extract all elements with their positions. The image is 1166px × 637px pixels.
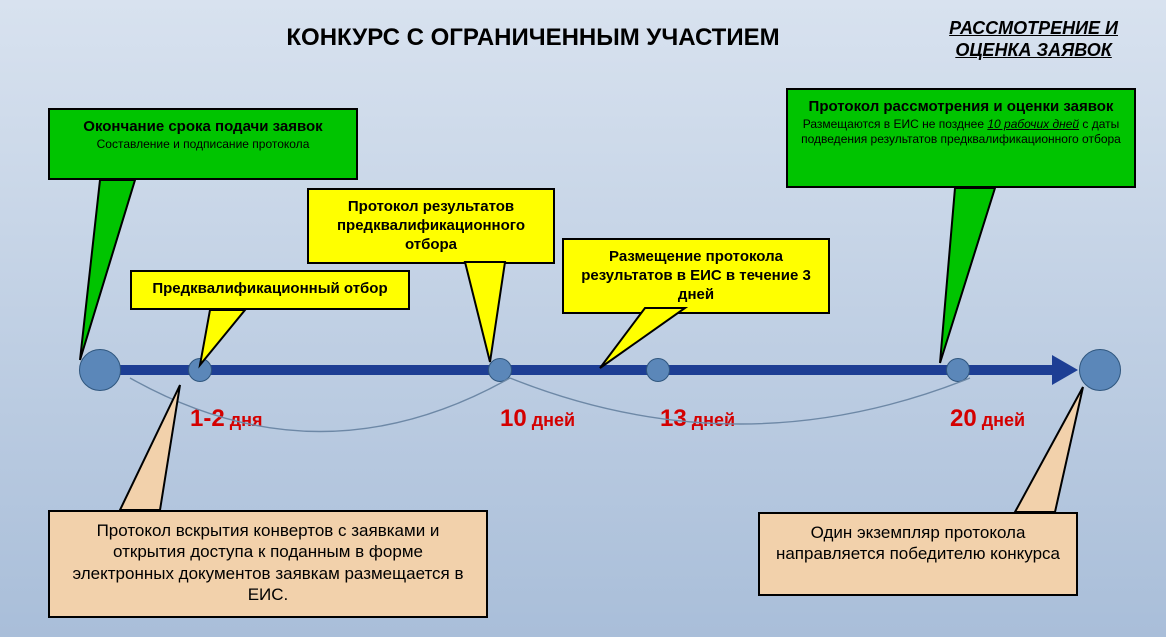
callout-tail [900,188,1020,373]
callout-title: Протокол результатов предквалификационно… [319,198,543,254]
timeline-arcs [80,370,1090,530]
callout-title: Один экземпляр протокола направляется по… [770,522,1066,565]
callout-tail [190,310,260,370]
callout-tail [1015,387,1105,517]
callout-title: Предквалификационный отбор [142,280,398,299]
callout-eis-3days: Размещение протокола результатов в ЕИС в… [562,238,830,314]
callout-prequal-protocol: Протокол результатов предквалификационно… [307,188,555,264]
callout-deadline-end: Окончание срока подачи заявок Составлени… [48,108,358,180]
callout-title: Размещение протокола результатов в ЕИС в… [574,248,818,304]
callout-envelope-protocol: Протокол вскрытия конвертов с заявками и… [48,510,488,618]
callout-prequal: Предквалификационный отбор [130,270,410,310]
callout-tail [600,308,700,373]
callout-subtitle: Размещаются в ЕИС не позднее 10 рабочих … [798,117,1124,147]
page-subtitle: РАССМОТРЕНИЕ ИОЦЕНКА ЗАЯВОК [949,18,1118,61]
callout-tail [425,262,525,372]
callout-title: Протокол рассмотрения и оценки заявок [798,98,1124,117]
callout-review-protocol: Протокол рассмотрения и оценки заявок Ра… [786,88,1136,188]
callout-title: Окончание срока подачи заявок [60,118,346,137]
callout-title: Протокол вскрытия конвертов с заявками и… [60,520,476,605]
callout-winner-copy: Один экземпляр протокола направляется по… [758,512,1078,596]
callout-subtitle: Составление и подписание протокола [60,137,346,152]
callout-tail [120,385,200,515]
